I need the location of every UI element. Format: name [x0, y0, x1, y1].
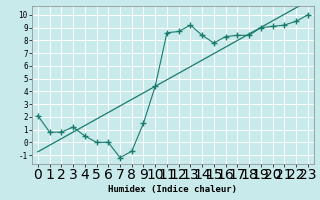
X-axis label: Humidex (Indice chaleur): Humidex (Indice chaleur) — [108, 185, 237, 194]
